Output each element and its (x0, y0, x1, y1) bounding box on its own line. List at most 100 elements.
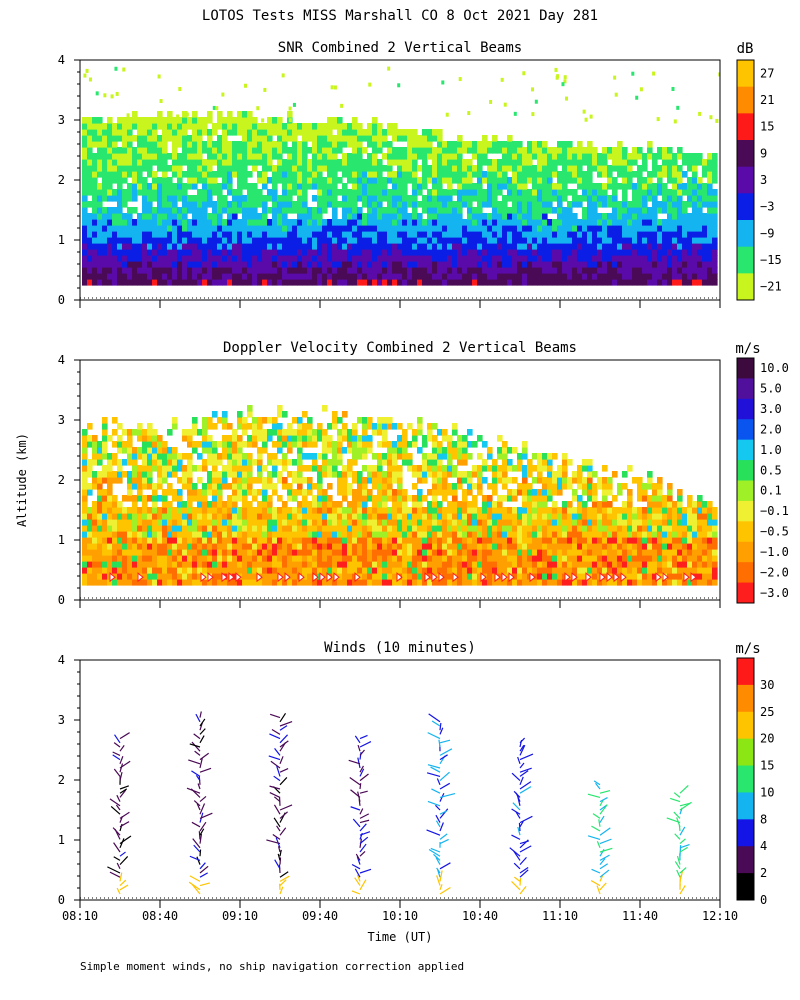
doppler-cell (97, 495, 103, 502)
snr-cell (127, 207, 133, 214)
snr-cell (252, 183, 258, 190)
snr-cell (617, 183, 623, 190)
snr-cell (447, 147, 453, 154)
snr-cell (602, 267, 608, 274)
snr-cell (102, 177, 108, 184)
snr-cell (297, 171, 303, 178)
doppler-cell (297, 513, 303, 520)
snr-cell (292, 225, 298, 232)
snr-cell (442, 195, 448, 202)
snr-cell (442, 189, 448, 196)
doppler-cell (157, 561, 163, 568)
snr-cell (137, 279, 143, 286)
snr-cell (297, 279, 303, 286)
doppler-cell (147, 513, 153, 520)
doppler-cell (362, 543, 368, 550)
doppler-cell (407, 513, 413, 520)
snr-cell (187, 219, 193, 226)
snr-cell (227, 279, 233, 286)
doppler-cell (152, 513, 158, 520)
snr-cell (602, 171, 608, 178)
snr-cell (607, 249, 613, 256)
doppler-cell (227, 483, 233, 490)
snr-cell (307, 237, 313, 244)
snr-cell (687, 237, 693, 244)
snr-cell (317, 195, 323, 202)
doppler-cell (122, 543, 128, 550)
snr-cell (362, 273, 368, 280)
snr-cell (182, 135, 188, 142)
snr-cell (342, 129, 348, 136)
doppler-cell (87, 525, 93, 532)
snr-cell (512, 231, 518, 238)
snr-cell (617, 255, 623, 262)
snr-cell (137, 177, 143, 184)
doppler-cell (312, 441, 318, 448)
snr-cell (682, 231, 688, 238)
doppler-cell (457, 513, 463, 520)
snr-cell (327, 177, 333, 184)
snr-cell (367, 207, 373, 214)
doppler-cell (282, 441, 288, 448)
snr-cell (127, 225, 133, 232)
doppler-cell (452, 489, 458, 496)
snr-cell (352, 117, 358, 124)
snr-cell (367, 177, 373, 184)
snr-cell (462, 273, 468, 280)
snr-cell (617, 261, 623, 268)
doppler-cell (242, 573, 248, 580)
snr-cell (402, 189, 408, 196)
doppler-cell (457, 579, 463, 586)
snr-cell (272, 117, 278, 124)
snr-cell (592, 195, 598, 202)
doppler-cell (352, 507, 358, 514)
snr-cell (162, 279, 168, 286)
doppler-cell (167, 549, 173, 556)
doppler-cell (107, 435, 113, 442)
snr-cell (192, 273, 198, 280)
snr-cell (387, 141, 393, 148)
snr-cell (282, 159, 288, 166)
snr-cell (677, 183, 683, 190)
doppler-cell (222, 447, 228, 454)
doppler-cell (452, 447, 458, 454)
doppler-cell (262, 465, 268, 472)
doppler-cell (432, 423, 438, 430)
doppler-cell (142, 573, 148, 580)
doppler-cell (437, 555, 443, 562)
doppler-cell (97, 561, 103, 568)
doppler-cell (187, 513, 193, 520)
snr-cell (132, 189, 138, 196)
snr-cell (562, 243, 568, 250)
snr-cell (282, 261, 288, 268)
snr-cell (462, 255, 468, 262)
doppler-cell (247, 423, 253, 430)
snr-cell (612, 243, 618, 250)
doppler-cell (132, 483, 138, 490)
doppler-cell (147, 435, 153, 442)
snr-cell (707, 201, 713, 208)
doppler-cell (322, 429, 328, 436)
snr-cell (507, 267, 513, 274)
doppler-cell (457, 525, 463, 532)
doppler-cell (402, 549, 408, 556)
snr-cell (397, 201, 403, 208)
snr-cell (157, 123, 163, 130)
doppler-cell (197, 453, 203, 460)
snr-cell (122, 219, 128, 226)
snr-cell (127, 249, 133, 256)
doppler-cell (297, 579, 303, 586)
snr-cell (237, 165, 243, 172)
doppler-cell (322, 519, 328, 526)
snr-cell (622, 219, 628, 226)
doppler-cell (447, 519, 453, 526)
snr-cell (492, 255, 498, 262)
snr-cell (112, 231, 118, 238)
snr-cell (137, 213, 143, 220)
doppler-cell (437, 441, 443, 448)
snr-cell (217, 201, 223, 208)
doppler-cell (382, 555, 388, 562)
doppler-cell (107, 555, 113, 562)
snr-cell (547, 255, 553, 262)
snr-cell (92, 273, 98, 280)
